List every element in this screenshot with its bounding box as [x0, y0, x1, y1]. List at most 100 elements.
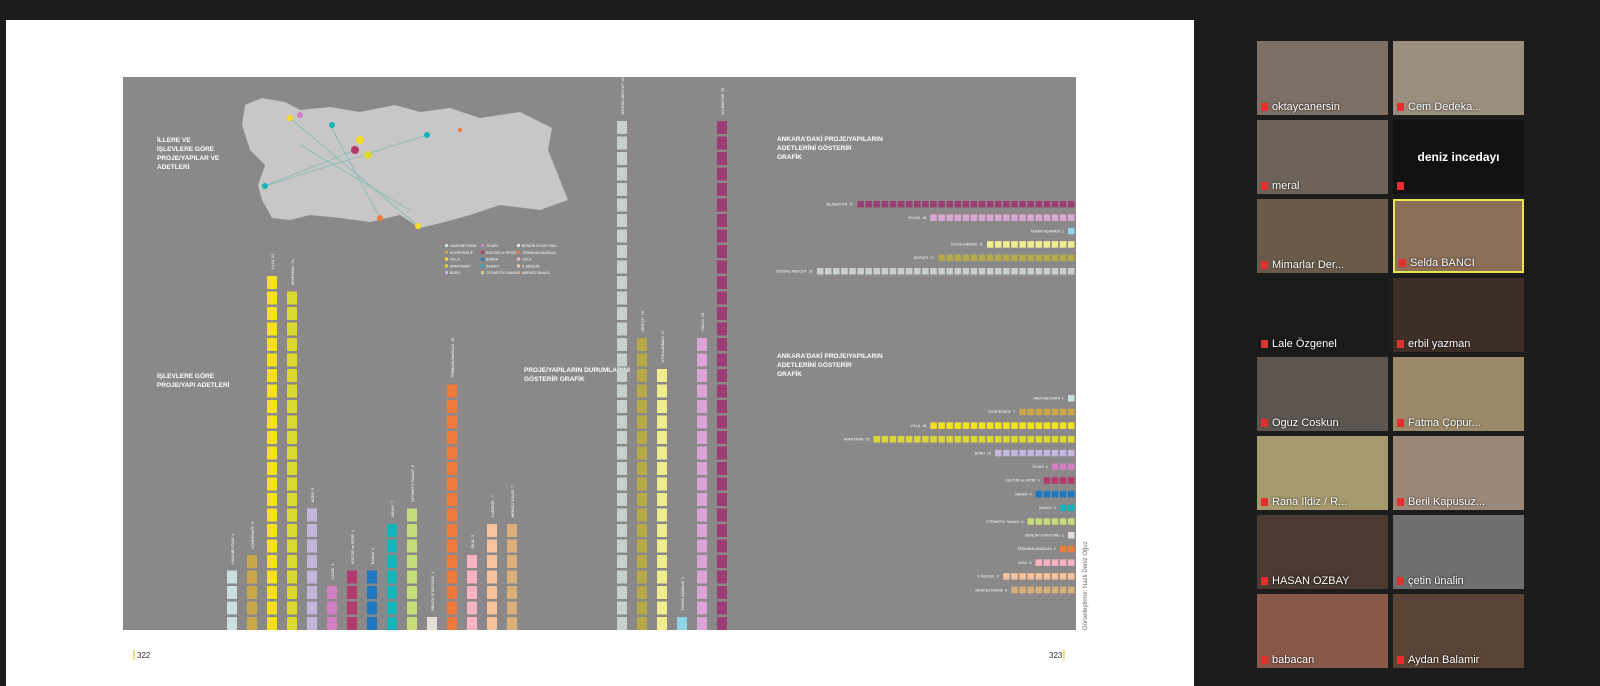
legend-swatch [517, 264, 520, 268]
bar-label: BİLİNMİYOR [720, 93, 725, 114]
bar-value: 18 [922, 424, 926, 428]
bar [1067, 532, 1076, 539]
participant-name: Selda BANCI [1399, 257, 1475, 269]
bar-value: 32 [809, 270, 813, 274]
participant-tile[interactable]: Cem Dedeka... [1393, 41, 1524, 115]
legend-label: APARTMAN [450, 264, 470, 268]
bar-value: 7 [1013, 410, 1015, 414]
participant-name: meral [1261, 180, 1300, 192]
bar [873, 436, 1076, 443]
bar-label: MERKEZ BİNASI [975, 587, 1003, 592]
bar-label: OTOMOTİV SANAYİ [986, 519, 1019, 524]
bar [930, 422, 1076, 429]
bar-label: HAVA MEYDANI [1033, 397, 1059, 401]
bar-value: 33 [621, 77, 625, 81]
legend-label: İL MÜDÜR. [522, 263, 540, 268]
bar-label: SANAYİ [390, 505, 395, 518]
bar-label: ÖZGÜNL MEVCUT [776, 270, 808, 274]
participant-tile[interactable]: Selda BANCI [1393, 199, 1524, 273]
legend-swatch [445, 244, 448, 247]
bar [677, 614, 687, 630]
ankara-status-title: ANKARA'DAKİ PROJE/YAPILARIN ADETLERİNİ GÖ… [777, 135, 883, 161]
participant-tile[interactable]: babacan [1257, 594, 1388, 668]
bar-value: 7 [491, 495, 495, 497]
bar-label: İL MÜDÜR. [490, 499, 495, 517]
bar [1019, 408, 1076, 416]
legend-label: KÜLTÜR ve SPOR [486, 251, 516, 255]
bar [1067, 395, 1076, 402]
participant-tile[interactable]: oktaycanersin [1257, 41, 1388, 115]
bar-value: 5 [251, 522, 255, 524]
legend-swatch [445, 257, 448, 261]
bar [697, 335, 707, 630]
credit: Görselleştirme: Nazlı Deniz Oğuz [1083, 541, 1089, 630]
bar-value: 1 [1062, 397, 1064, 401]
participant-tile[interactable]: Aydan Balamir [1393, 594, 1524, 668]
bar-value: 33 [721, 88, 725, 92]
bar-label: TERMİNAL/MAĞAZA [1017, 546, 1052, 551]
legend-label: TİCARİ [486, 243, 498, 248]
bar-label: KÜLTÜR ve SPOR [1006, 479, 1036, 483]
bar [407, 506, 417, 630]
bar [1035, 490, 1076, 498]
participant-placeholder: deniz incedayı [1417, 150, 1500, 164]
legend-label: BANKA [486, 258, 499, 262]
participant-tile[interactable]: meral [1257, 120, 1388, 194]
participant-name: Lale Özgenel [1261, 338, 1337, 350]
participant-tile[interactable]: erbil yazman [1393, 278, 1524, 352]
legend-label: OTOMOTİV SANAYİ [486, 270, 519, 275]
bar-label: OKUL [1018, 561, 1028, 565]
participant-tile[interactable]: Fatma Çopur... [1393, 357, 1524, 431]
bar-label: BÜRO [311, 491, 315, 502]
legend-label: BENZİN İSTASYONU [522, 243, 557, 248]
bar-label: BENZİN İSTASYONU [430, 575, 435, 610]
legend-label: BÜRO [450, 271, 461, 275]
participant-name: Fatma Çopur... [1397, 417, 1481, 429]
bar-label: BANKA [1015, 492, 1028, 496]
participant-name: babacan [1261, 654, 1314, 666]
legend-swatch [445, 271, 448, 275]
legend-swatch [517, 257, 520, 261]
bar [1051, 463, 1076, 470]
bar-label: İL MÜDÜR. [977, 574, 995, 579]
bar [1011, 586, 1076, 594]
bar-label: UYGULANMADI [661, 336, 665, 362]
bar [816, 268, 1076, 275]
bar-value: 6 [1021, 520, 1023, 524]
bar [657, 366, 667, 630]
participant-tile[interactable]: Lale Özgenel [1257, 278, 1388, 352]
participant-name: Cem Dedeka... [1397, 101, 1481, 113]
participant-tile[interactable]: Beril Kapusuz... [1393, 436, 1524, 510]
participant-tile[interactable]: Mimarlar Der... [1257, 199, 1388, 273]
ankara-functions-title: ANKARA'DAKİ PROJE/YAPILARIN ADETLERİNİ GÖ… [777, 352, 883, 378]
bar-value: 3 [331, 564, 335, 566]
bar-value: 2 [1054, 506, 1056, 510]
participant-tile[interactable]: Rana Ildiz / R... [1257, 436, 1388, 510]
bar-value: 27 [849, 203, 853, 207]
participant-tile[interactable]: çetin ünalin [1393, 515, 1524, 589]
participant-tile[interactable]: HASAN OZBAY [1257, 515, 1388, 589]
participant-tile[interactable]: Oguz Coskun [1257, 357, 1388, 431]
shared-document: İLLERE VE İŞLEVLERE GÖRE PROJE/YAPILAR VE A… [6, 20, 1194, 686]
map-links [264, 117, 428, 227]
participant-name: çetin ünalin [1397, 575, 1464, 587]
legend-swatch [481, 250, 484, 254]
page-number: 322 [137, 651, 151, 660]
bar [1027, 518, 1076, 525]
bar [637, 335, 647, 630]
bar-value: 8 [1005, 588, 1007, 592]
bar [467, 552, 477, 630]
legend-swatch [517, 271, 520, 275]
bar-value: 1 [431, 572, 435, 574]
legend-swatch [517, 244, 520, 247]
bar [347, 568, 357, 630]
participant-tile[interactable]: deniz incedayı [1393, 120, 1524, 194]
bar [995, 449, 1076, 457]
bar-value: 17 [661, 330, 665, 334]
bar-label: BÜRO [975, 451, 986, 455]
bar-value: 10 [987, 451, 991, 455]
bar-label: KÜLTÜR ve SPOR [351, 534, 355, 564]
status-title: PROJE/YAPILARIN DURUMLARINI GÖSTERİR GRAF… [524, 367, 630, 383]
bar-value: 4 [351, 530, 355, 532]
